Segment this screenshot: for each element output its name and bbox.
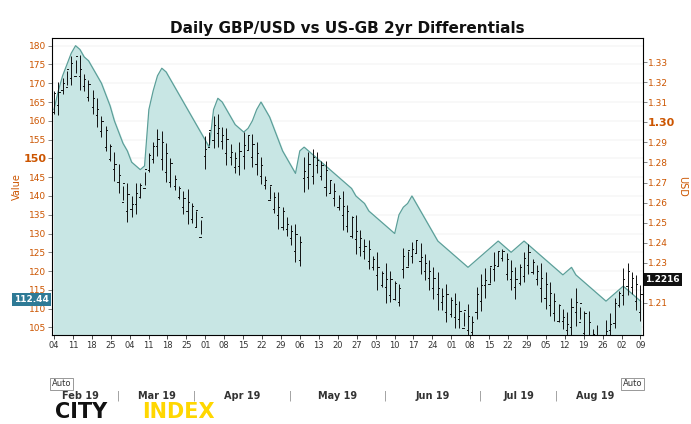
Text: Jun 19: Jun 19 — [416, 391, 450, 401]
Text: Auto: Auto — [623, 379, 643, 388]
Y-axis label: Price
USD: Price USD — [676, 175, 691, 198]
Text: Apr 19: Apr 19 — [224, 391, 261, 401]
Text: |: | — [479, 390, 482, 401]
Text: |: | — [288, 390, 292, 401]
Text: |: | — [556, 390, 558, 401]
Text: |: | — [117, 390, 120, 401]
Text: |: | — [193, 390, 196, 401]
Text: |: | — [384, 390, 387, 401]
Text: Mar 19: Mar 19 — [138, 391, 176, 401]
Text: May 19: May 19 — [318, 391, 357, 401]
Text: 1.2216: 1.2216 — [645, 275, 680, 284]
Text: Auto: Auto — [52, 379, 71, 388]
Text: Jul 19: Jul 19 — [503, 391, 534, 401]
Text: Aug 19: Aug 19 — [576, 391, 614, 401]
Y-axis label: Value: Value — [12, 173, 22, 200]
Text: INDEX: INDEX — [142, 402, 214, 422]
Text: Feb 19: Feb 19 — [62, 391, 99, 401]
Title: Daily GBP/USD vs US-GB 2yr Differentials: Daily GBP/USD vs US-GB 2yr Differentials — [170, 21, 524, 36]
Text: 112.44: 112.44 — [15, 295, 49, 304]
Text: CITY: CITY — [55, 402, 108, 422]
